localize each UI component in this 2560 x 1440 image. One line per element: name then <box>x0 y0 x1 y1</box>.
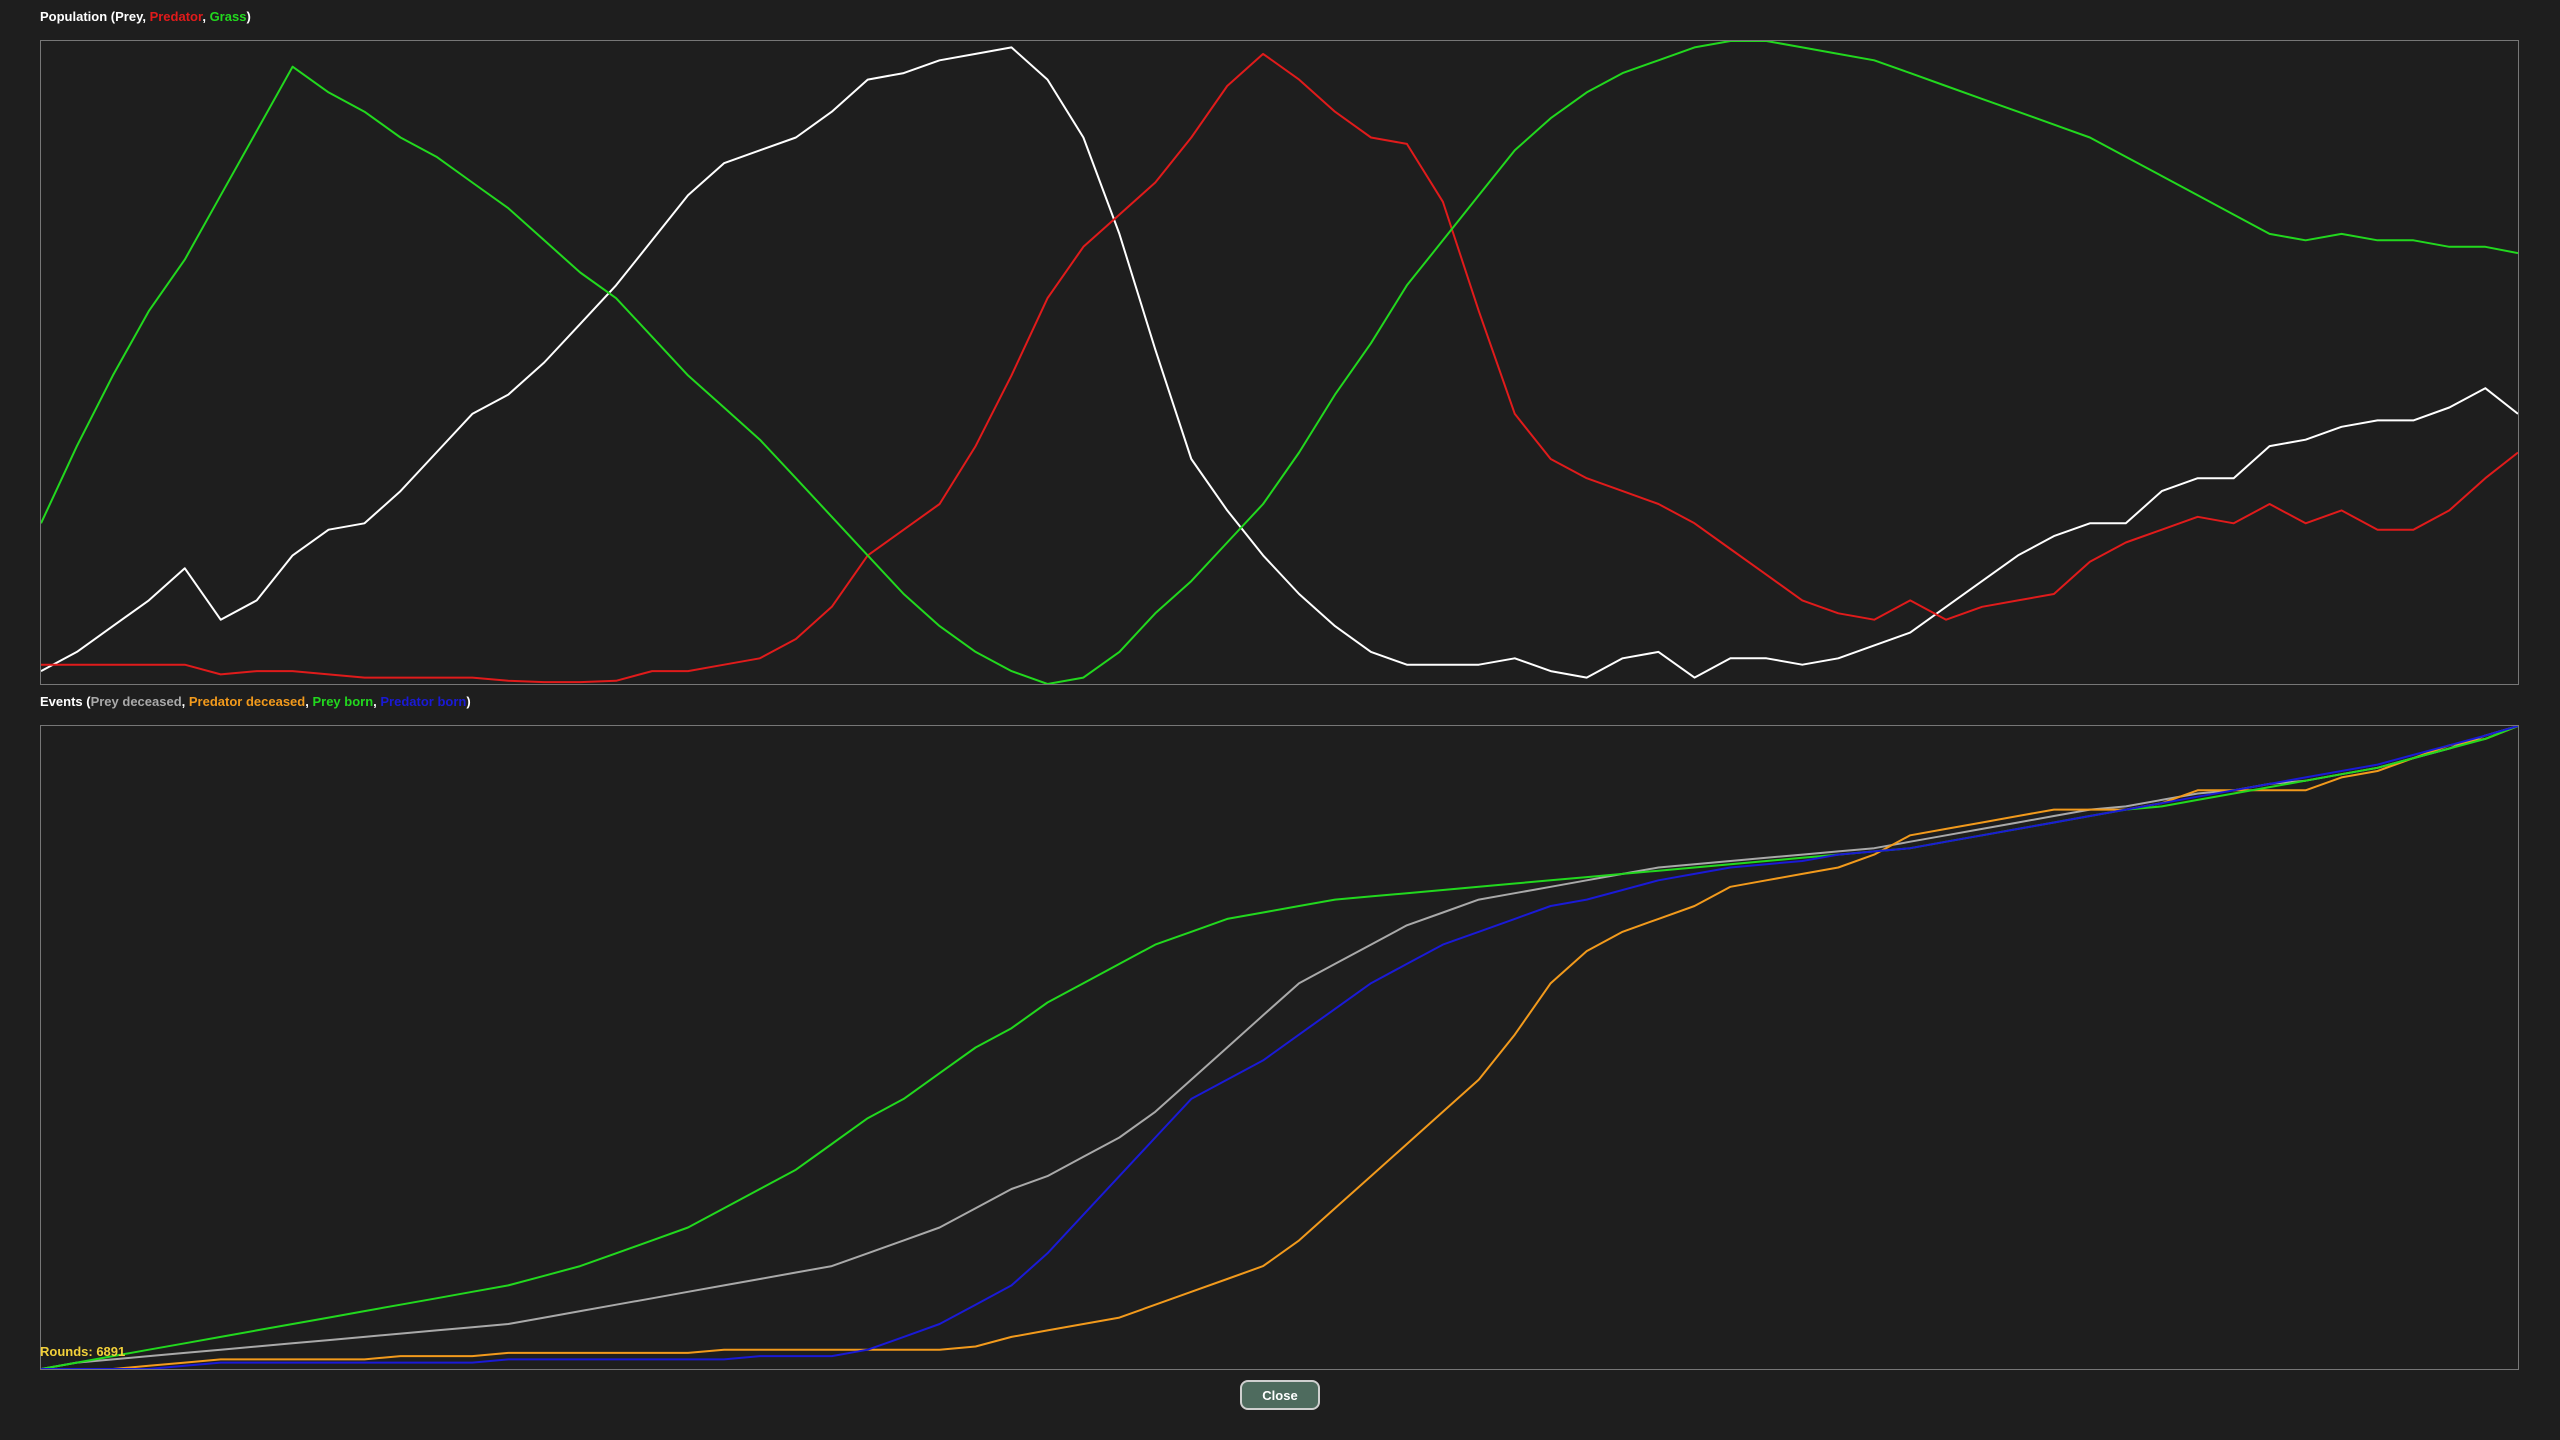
population-predator-line <box>41 52 2518 684</box>
legend-separator: , <box>142 9 150 24</box>
legend-predator-deceased: Predator deceased <box>188 694 306 709</box>
population-prey-line <box>41 46 2518 679</box>
events-title-suffix: ) <box>466 694 471 709</box>
events-title-prefix: Events ( <box>40 694 91 709</box>
population-chart <box>40 40 2519 685</box>
events-chart-title: Events (Prey deceased, Predator deceased… <box>40 694 471 709</box>
legend-predator-born: Predator born <box>380 694 467 709</box>
events-predator-born-line <box>41 726 2518 1369</box>
population-chart-title: Population (Prey, Predator, Grass) <box>40 9 251 24</box>
legend-prey-deceased: Prey deceased <box>90 694 182 709</box>
legend-prey: Prey <box>115 9 143 24</box>
population-title-prefix: Population ( <box>40 9 116 24</box>
legend-grass: Grass <box>209 9 247 24</box>
rounds-counter: Rounds: 6891 <box>40 1344 126 1359</box>
events-prey-deceased-line <box>41 726 2518 1369</box>
population-plot-area <box>41 41 2518 684</box>
population-grass-line <box>41 41 2518 684</box>
legend-separator: , <box>373 694 381 709</box>
legend-separator: , <box>305 694 313 709</box>
legend-prey-born: Prey born <box>312 694 374 709</box>
legend-separator: , <box>181 694 189 709</box>
events-predator-deceased-line <box>41 726 2518 1369</box>
close-button[interactable]: Close <box>1240 1380 1320 1410</box>
population-title-suffix: ) <box>246 9 251 24</box>
events-chart <box>40 725 2519 1370</box>
legend-separator: , <box>202 9 210 24</box>
legend-predator: Predator <box>149 9 203 24</box>
events-plot-area <box>41 726 2518 1369</box>
